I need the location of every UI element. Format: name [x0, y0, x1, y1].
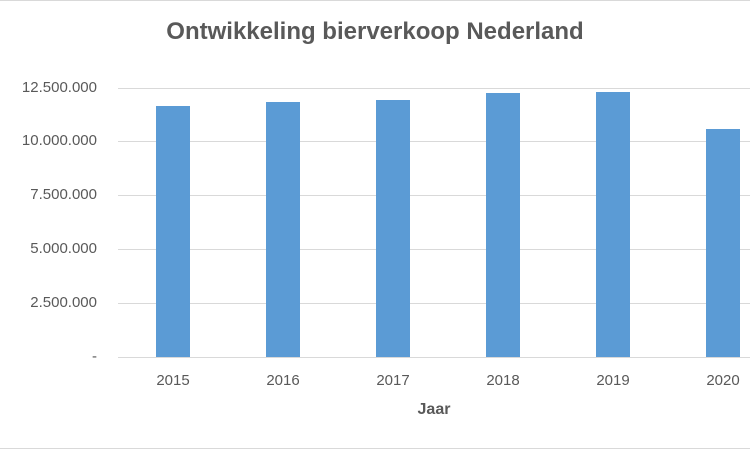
y-tick-label: 12.500.000 [21, 79, 97, 96]
y-tick-label: 10.000.000 [21, 132, 97, 149]
plot-area [118, 0, 750, 450]
chart-title-text: Ontwikkeling bierverkoop Nederland [166, 18, 584, 45]
gridline [118, 88, 750, 89]
x-tick-label: 2017 [376, 372, 410, 389]
y-tick-label: - [92, 348, 97, 365]
bar-2020 [706, 129, 740, 357]
gridline [118, 357, 750, 358]
chart-border-bottom [0, 448, 750, 449]
gridline [118, 141, 750, 142]
x-tick-label: 2020 [706, 372, 740, 389]
y-tick-label: 5.000.000 [30, 240, 97, 257]
chart-title: Ontwikkeling bierverkoop Nederland [0, 18, 750, 46]
bar-2016 [266, 102, 300, 357]
gridline [118, 303, 750, 304]
x-tick-label: 2019 [596, 372, 630, 389]
bar-2015 [156, 106, 190, 357]
bar-2018 [486, 93, 520, 357]
x-axis-title: Jaar [417, 401, 451, 418]
x-tick-label: 2018 [486, 372, 520, 389]
gridline [118, 249, 750, 250]
bar-2017 [376, 100, 410, 357]
bar-2019 [596, 92, 630, 357]
gridline [118, 195, 750, 196]
y-tick-label: 7.500.000 [30, 186, 97, 203]
chart-border-top [0, 0, 750, 1]
x-tick-label: 2015 [156, 372, 190, 389]
x-tick-label: 2016 [266, 372, 300, 389]
y-tick-label: 2.500.000 [30, 294, 97, 311]
